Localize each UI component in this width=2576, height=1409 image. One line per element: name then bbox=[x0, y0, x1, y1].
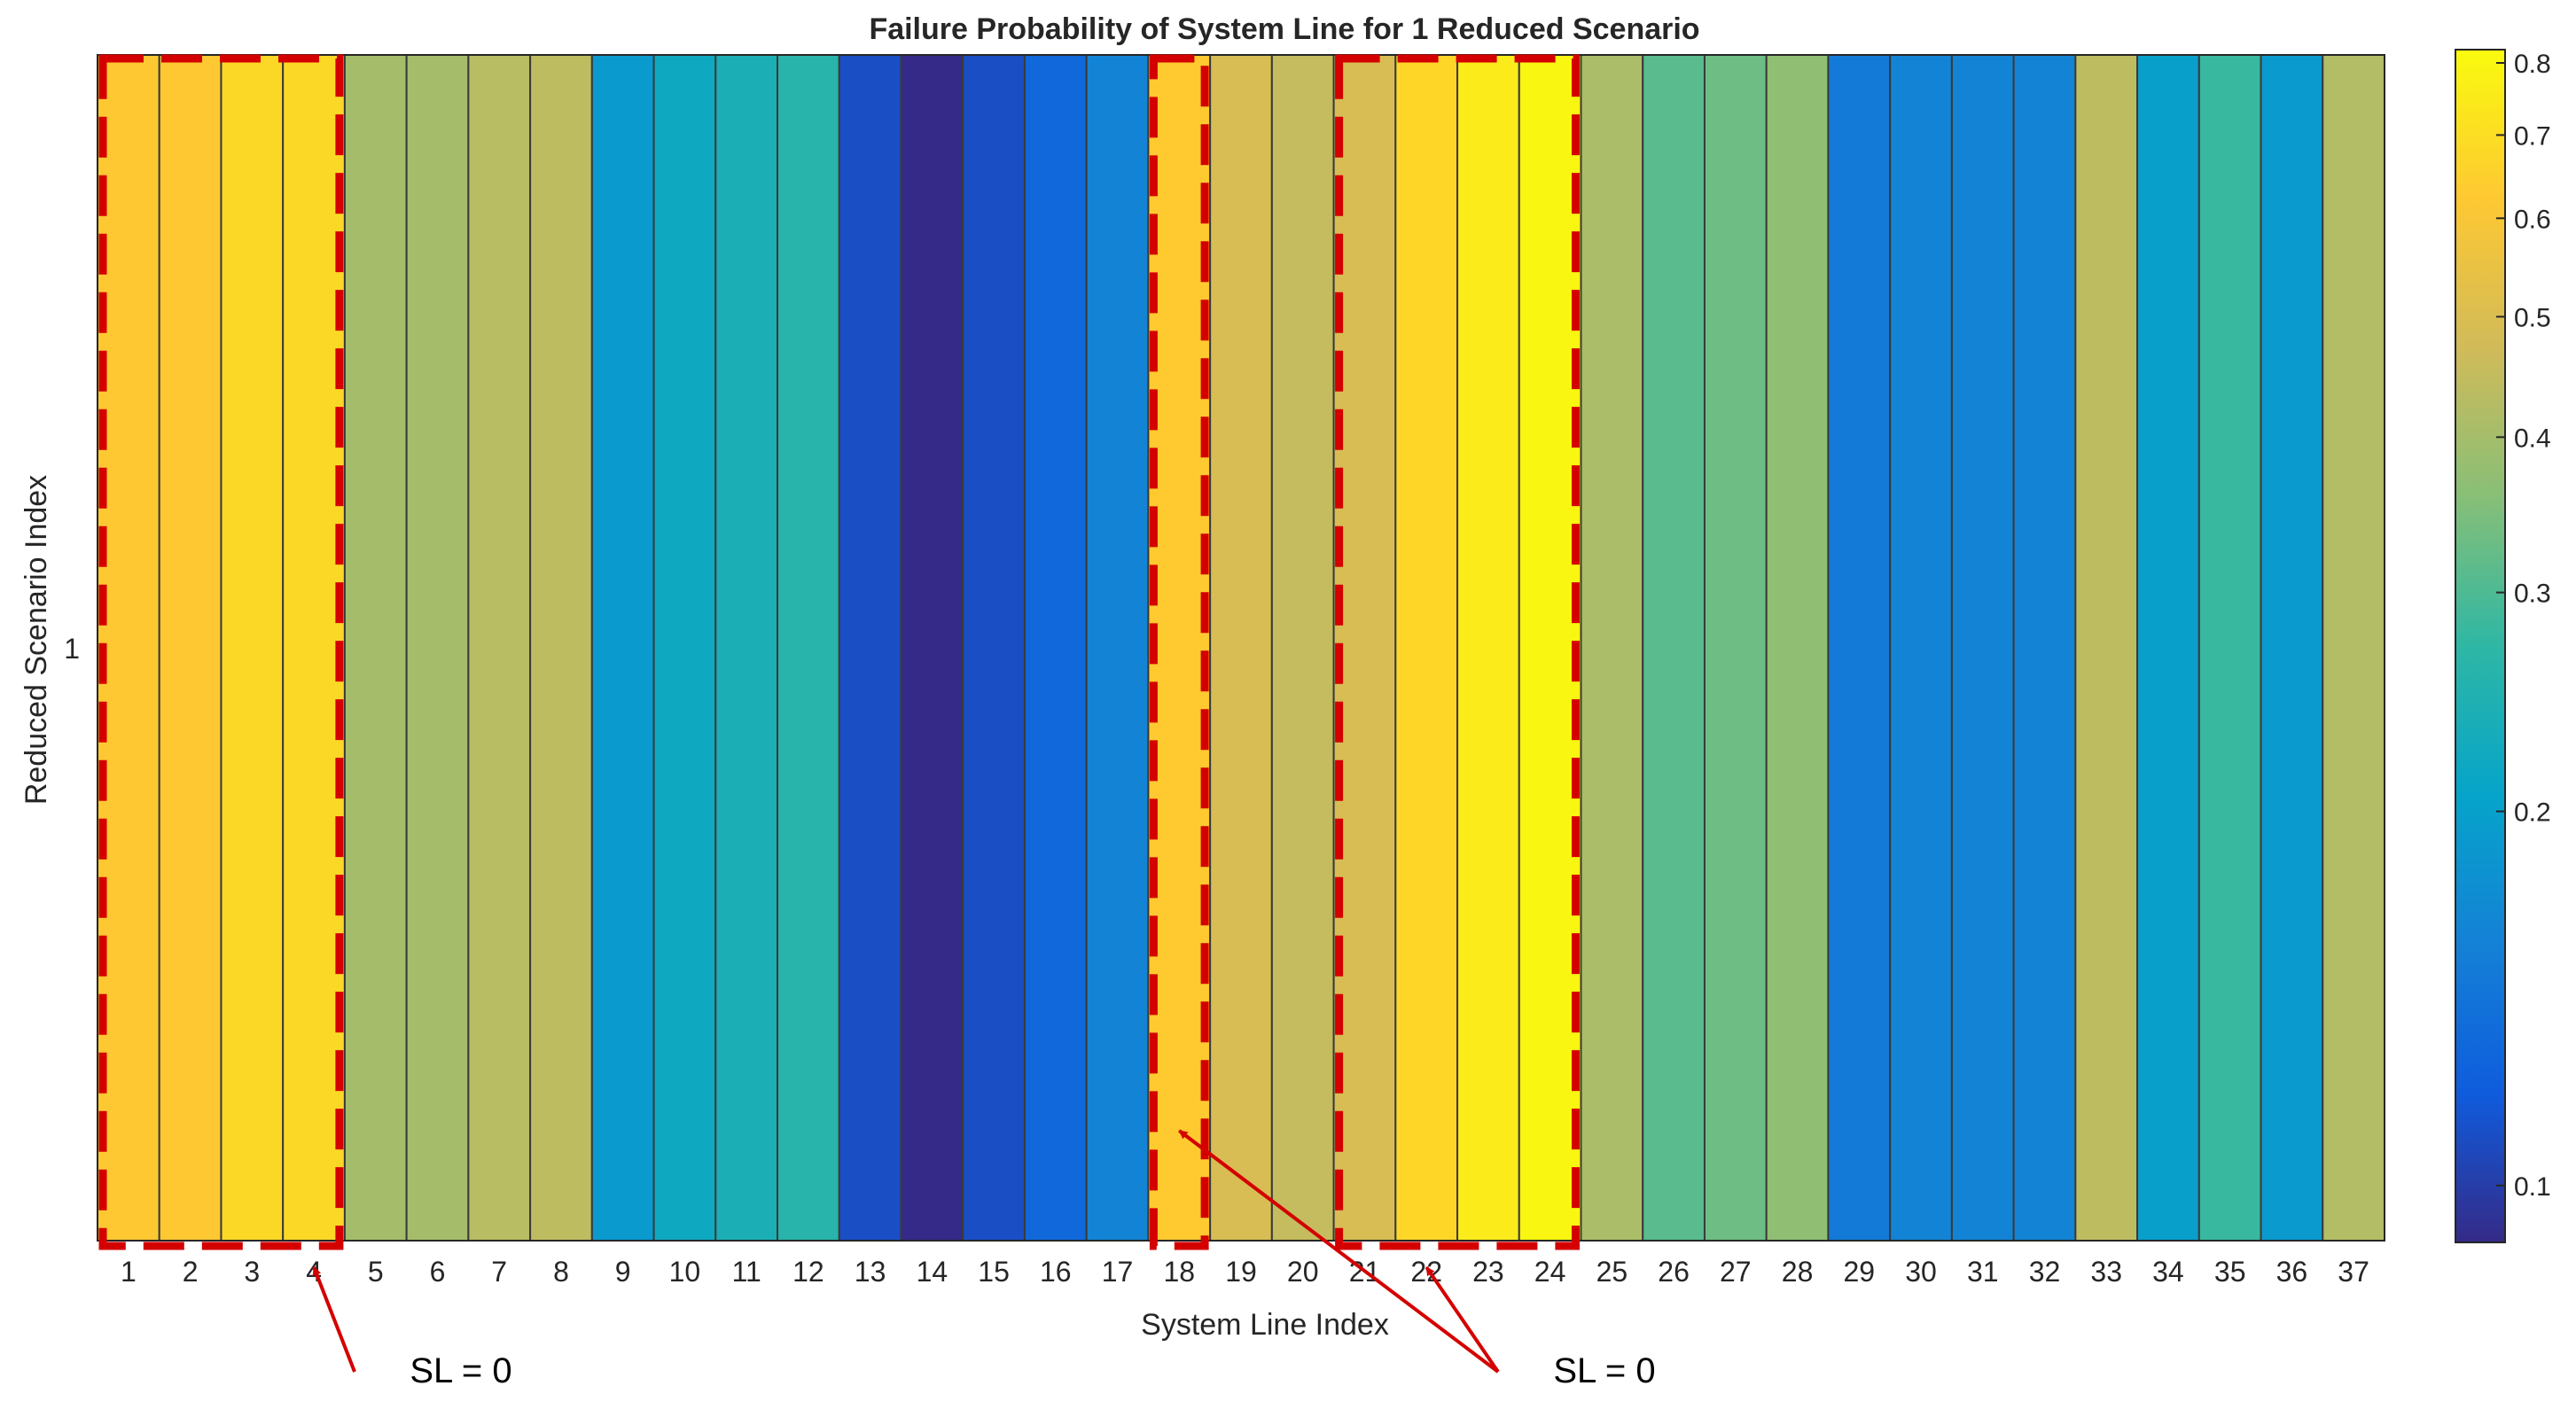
y-axis-label: Reduced Scenario Index bbox=[20, 475, 53, 805]
heatmap-cell bbox=[2322, 54, 2386, 1242]
annotations: SL = 0 SL = 0 bbox=[312, 1129, 1656, 1390]
colorbar-tick-label: 0.7 bbox=[2514, 121, 2551, 151]
x-tick-label: 33 bbox=[2090, 1256, 2122, 1288]
heatmap-cell bbox=[1085, 54, 1150, 1242]
heatmap-cell bbox=[2074, 54, 2139, 1242]
colorbar-tick-label: 0.1 bbox=[2514, 1172, 2551, 1202]
x-tick-label: 25 bbox=[1596, 1256, 1628, 1288]
x-tick-label: 1 bbox=[121, 1256, 137, 1288]
x-tick-label: 37 bbox=[2338, 1256, 2369, 1288]
heatmap-cell bbox=[1827, 54, 1892, 1242]
colorbar: 0.1 0.2 0.3 0.4 0.5 0.6 0.7 0.8 bbox=[2455, 49, 2551, 1243]
heatmap-cell bbox=[1332, 54, 1397, 1242]
heatmap-cell bbox=[1209, 54, 1273, 1242]
x-tick-label: 20 bbox=[1287, 1256, 1319, 1288]
heatmap-cell bbox=[1642, 54, 1706, 1242]
x-tick-label: 17 bbox=[1102, 1256, 1134, 1288]
x-tick-label: 34 bbox=[2152, 1256, 2184, 1288]
x-tick-label: 26 bbox=[1658, 1256, 1690, 1288]
x-tick-label: 6 bbox=[430, 1256, 446, 1288]
heatmap-cell bbox=[97, 54, 160, 1242]
heatmap-cell bbox=[1765, 54, 1830, 1242]
x-tick-label: 32 bbox=[2029, 1256, 2061, 1288]
x-tick-label: 28 bbox=[1782, 1256, 1814, 1288]
y-tick-label: 1 bbox=[64, 633, 80, 665]
chart-title: Failure Probability of System Line for 1… bbox=[869, 12, 1699, 46]
heatmap-cell bbox=[962, 54, 1026, 1242]
heatmap-cell bbox=[590, 54, 655, 1242]
colorbar-tick-label: 0.4 bbox=[2514, 424, 2551, 453]
x-tick-label: 5 bbox=[368, 1256, 384, 1288]
heatmap-cell bbox=[777, 54, 840, 1242]
x-tick-label: 24 bbox=[1534, 1256, 1566, 1288]
x-tick-labels: 1234567891011121314151617181920212223242… bbox=[121, 1256, 2369, 1288]
heatmap-cell bbox=[2012, 54, 2077, 1242]
x-tick-label: 19 bbox=[1225, 1256, 1257, 1288]
highlight-box bbox=[1149, 54, 1209, 1250]
x-tick-label: 27 bbox=[1720, 1256, 1752, 1288]
heatmap-cell bbox=[2260, 54, 2324, 1242]
heatmap-cell bbox=[1394, 54, 1459, 1242]
x-tick-label: 23 bbox=[1472, 1256, 1504, 1288]
annotation-arrow bbox=[312, 1266, 356, 1373]
heatmap-cell bbox=[405, 54, 470, 1242]
heatmap-cell bbox=[220, 54, 285, 1242]
x-tick-label: 12 bbox=[792, 1256, 824, 1288]
heatmap-cell bbox=[652, 54, 717, 1242]
heatmap-cell bbox=[838, 54, 902, 1242]
x-tick-label: 10 bbox=[669, 1256, 701, 1288]
heatmap-cell bbox=[1270, 54, 1335, 1242]
plot-frame bbox=[97, 54, 2385, 1242]
colorbar-tick-label: 0.6 bbox=[2514, 205, 2551, 234]
heatmap-cell bbox=[2197, 54, 2262, 1242]
x-tick-label: 15 bbox=[978, 1256, 1010, 1288]
y-tick-labels: 1 bbox=[64, 633, 80, 665]
heatmap-cell bbox=[467, 54, 532, 1242]
x-tick-label: 7 bbox=[491, 1256, 507, 1288]
heatmap-cell bbox=[1456, 54, 1520, 1242]
highlight-box bbox=[1335, 54, 1580, 1250]
heatmap-cell bbox=[529, 54, 593, 1242]
heatmap-cell bbox=[1950, 54, 2015, 1242]
x-tick-label: 31 bbox=[1967, 1256, 1999, 1288]
annotation-label: SL = 0 bbox=[1553, 1351, 1655, 1390]
colorbar-tick-label: 0.2 bbox=[2514, 798, 2551, 828]
heatmap-cells bbox=[97, 54, 2386, 1242]
heatmap-cell bbox=[2136, 54, 2200, 1242]
x-tick-label: 8 bbox=[553, 1256, 569, 1288]
x-tick-label: 30 bbox=[1905, 1256, 1937, 1288]
highlight-boxes bbox=[98, 54, 1580, 1250]
colorbar-tick-label: 0.3 bbox=[2514, 580, 2551, 609]
heatmap-cell bbox=[343, 54, 408, 1242]
highlight-box bbox=[98, 54, 344, 1250]
x-tick-label: 9 bbox=[615, 1256, 631, 1288]
annotation-arrow bbox=[1178, 1129, 1500, 1374]
x-tick-label: 36 bbox=[2276, 1256, 2308, 1288]
colorbar-gradient bbox=[2455, 49, 2506, 1243]
heatmap-cell bbox=[714, 54, 779, 1242]
x-tick-label: 2 bbox=[183, 1256, 199, 1288]
heatmap-cell bbox=[900, 54, 964, 1242]
heatmap-cell bbox=[282, 54, 346, 1242]
x-tick-label: 3 bbox=[244, 1256, 260, 1288]
x-tick-label: 29 bbox=[1844, 1256, 1876, 1288]
x-tick-label: 11 bbox=[732, 1256, 761, 1288]
heatmap-cell bbox=[1703, 54, 1768, 1242]
x-tick-label: 13 bbox=[855, 1256, 886, 1288]
colorbar-tick-label: 0.8 bbox=[2514, 50, 2551, 79]
x-tick-label: 16 bbox=[1040, 1256, 1072, 1288]
x-tick-label: 18 bbox=[1164, 1256, 1196, 1288]
x-tick-label: 14 bbox=[917, 1256, 948, 1288]
heatmap-cell bbox=[1023, 54, 1088, 1242]
heatmap-cell bbox=[158, 54, 222, 1242]
x-tick-label: 35 bbox=[2214, 1256, 2246, 1288]
heatmap-cell bbox=[1580, 54, 1644, 1242]
colorbar-tick-label: 0.5 bbox=[2514, 303, 2551, 332]
annotation-arrow bbox=[1425, 1265, 1500, 1374]
heatmap-cell bbox=[1889, 54, 1953, 1242]
annotation-label: SL = 0 bbox=[410, 1351, 511, 1390]
x-axis-label: System Line Index bbox=[1141, 1308, 1389, 1342]
